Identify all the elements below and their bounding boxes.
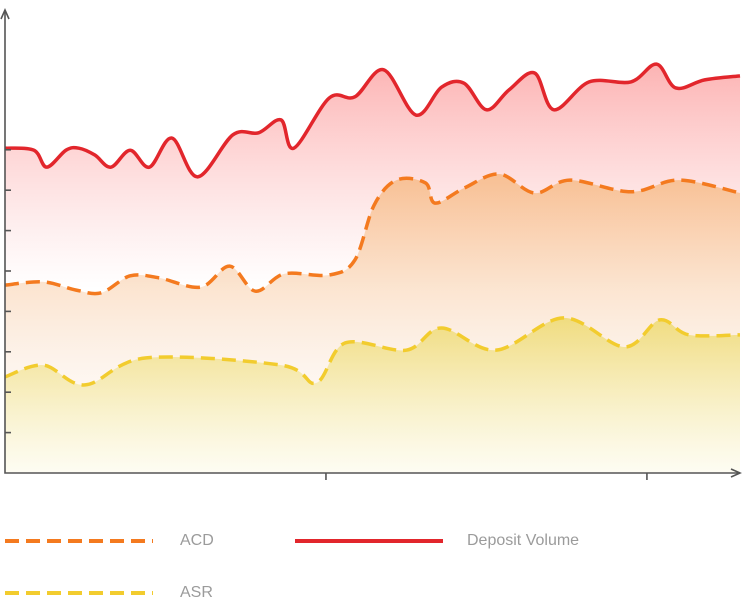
ticks [5, 148, 648, 480]
lines [4, 62, 741, 387]
series-line [4, 62, 741, 179]
axis-arrows [0, 8, 742, 478]
legend-label: ASR [180, 584, 213, 600]
series-line [4, 172, 741, 296]
areas [5, 64, 740, 473]
series-line [4, 316, 741, 387]
area-fill [5, 317, 740, 473]
axes [4, 10, 740, 474]
legend-label: ACD [180, 532, 214, 549]
legend-label: Deposit Volume [467, 532, 579, 549]
legend: ACD Deposit Volume ASR [5, 532, 579, 600]
